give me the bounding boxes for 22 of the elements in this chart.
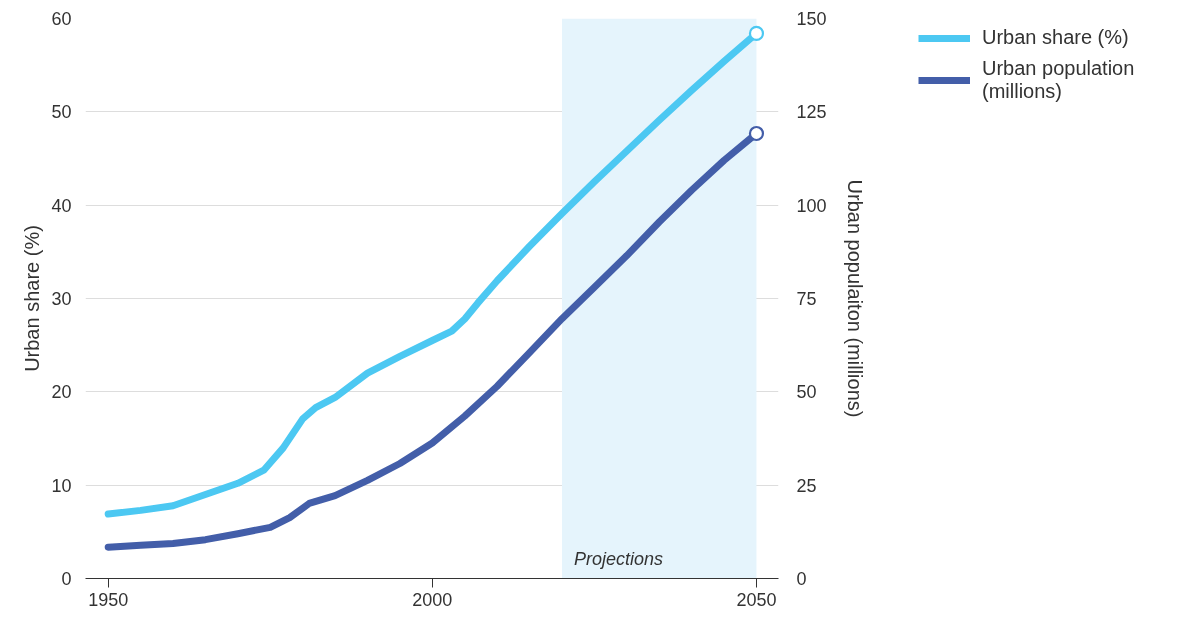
- y-tick-label: 50: [51, 102, 72, 123]
- y2-tick-label: 150: [796, 9, 827, 29]
- legend-label: Urban share (%): [982, 26, 1129, 49]
- y-axis-title: Urban share (%): [21, 225, 44, 372]
- y2-tick-label: 0: [796, 569, 807, 589]
- y2-axis-title: Urban populaiton (millions): [843, 179, 866, 418]
- y-tick-label: 0: [61, 569, 72, 589]
- y-tick-label: 40: [51, 195, 72, 216]
- x-tick-label: 2000: [412, 589, 453, 610]
- y2-tick-label: 25: [796, 475, 817, 496]
- y2-tick-label: 50: [796, 382, 817, 403]
- x-tick-label: 1950: [88, 589, 129, 610]
- y-tick-label: 10: [51, 475, 72, 496]
- y2-tick-label: 100: [796, 195, 827, 216]
- y2-tick-label: 125: [796, 102, 827, 123]
- y-tick-label: 20: [51, 382, 72, 403]
- band-label: Projections: [573, 548, 664, 569]
- x-tick-label: 2050: [736, 589, 777, 610]
- y2-tick-label: 75: [796, 289, 817, 309]
- y-tick-label: 60: [51, 9, 72, 29]
- y-tick-label: 30: [51, 289, 72, 309]
- legend-label: Urban population (millions): [982, 57, 1135, 103]
